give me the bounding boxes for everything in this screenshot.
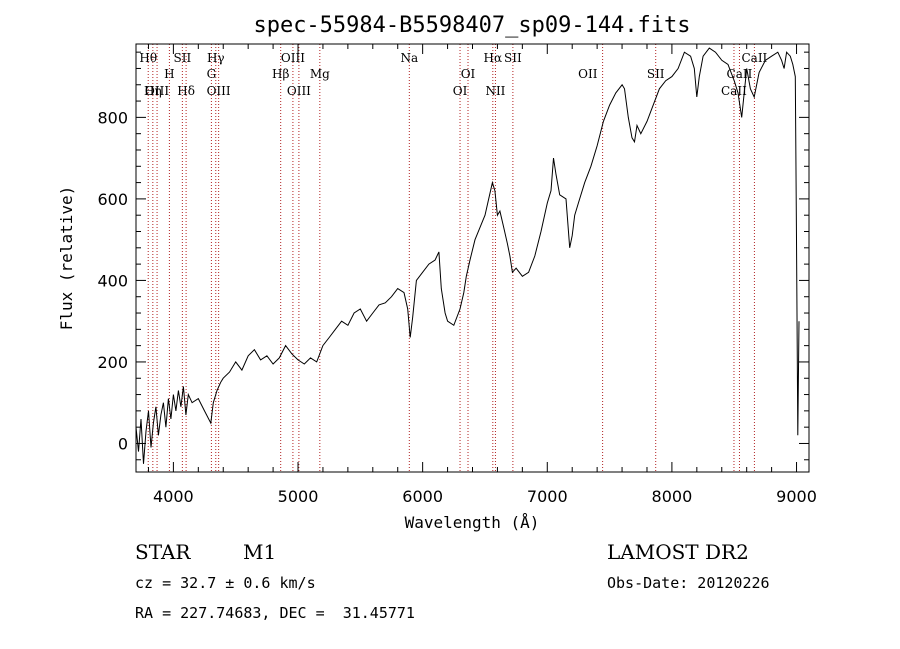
line-label-8: OIII: [207, 84, 231, 98]
object-subclass: M1: [243, 540, 277, 564]
object-type: STAR: [135, 540, 191, 564]
spectral-line-markers: [147, 44, 755, 472]
line-label-23: CaII: [721, 84, 747, 98]
x-tick-label-5000: 5000: [278, 487, 319, 506]
y-tick-label-400: 400: [97, 271, 128, 290]
line-label-17: SII: [504, 51, 522, 65]
x-tick-label-6000: 6000: [402, 487, 443, 506]
y-tick-label-600: 600: [97, 190, 128, 209]
line-label-11: OIII: [287, 84, 311, 98]
y-axis-ticks: 0 200 400 600 800: [97, 51, 809, 461]
line-label-9: OIII: [281, 51, 305, 65]
y-axis-label: Flux (relative): [57, 186, 76, 331]
line-label-5: Hδ: [177, 84, 195, 98]
line-label-3: H: [164, 67, 174, 81]
line-label-14: OI: [461, 67, 476, 81]
y-tick-label-200: 200: [97, 353, 128, 372]
line-label-2: Hη: [144, 84, 162, 98]
line-label-6: Hγ: [207, 51, 225, 65]
line-label-13: Na: [400, 51, 418, 65]
line-label-10: Hβ: [272, 67, 289, 81]
line-label-20: SII: [647, 67, 665, 81]
line-label-1: OIII: [145, 84, 169, 98]
x-tick-label-7000: 7000: [527, 487, 568, 506]
line-label-15: OI: [453, 84, 468, 98]
line-label-18: NII: [485, 84, 505, 98]
obs-date: Obs-Date: 20120226: [607, 574, 770, 592]
line-label-0: Hθ: [139, 51, 157, 65]
y-tick-label-800: 800: [97, 108, 128, 127]
x-tick-label-9000: 9000: [776, 487, 817, 506]
y-tick-label-0: 0: [118, 434, 128, 453]
x-axis-label: Wavelength (Å): [405, 513, 540, 532]
spectral-line-labels: HθOIIIHηHSIIHδHγGOIIIOIIIHβOIIIMgNaOIOIH…: [139, 51, 767, 98]
survey-name: LAMOST DR2: [607, 540, 749, 564]
line-label-7: G: [207, 67, 217, 81]
line-label-16: Hα: [484, 51, 503, 65]
coordinates: RA = 227.74683, DEC = 31.45771: [135, 604, 415, 622]
line-label-12: Mg: [310, 67, 330, 81]
plot-frame: [135, 43, 810, 473]
chart-title: spec-55984-B5598407_sp09-144.fits: [253, 13, 690, 38]
x-tick-label-4000: 4000: [153, 487, 194, 506]
line-label-21: CaII: [741, 51, 767, 65]
x-tick-label-8000: 8000: [652, 487, 693, 506]
redshift-cz: cz = 32.7 ± 0.6 km/s: [135, 574, 316, 592]
x-axis-ticks: 4000 5000 6000 7000 8000 9000: [147, 44, 817, 506]
line-label-4: SII: [174, 51, 192, 65]
line-label-19: OII: [578, 67, 598, 81]
spectrum-line: [135, 47, 800, 464]
